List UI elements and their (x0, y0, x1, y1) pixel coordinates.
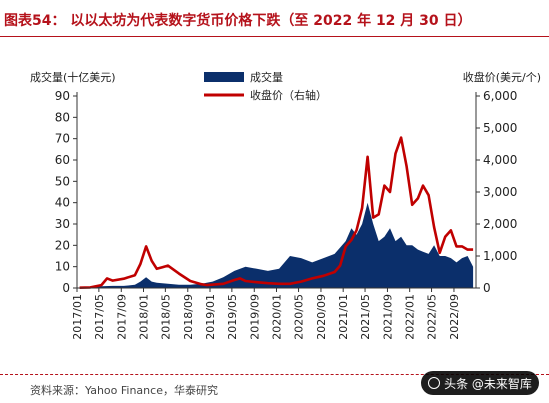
y-left-tick-label: 20 (55, 238, 70, 252)
y-right-tick-label: 3,000 (483, 185, 517, 199)
y-left-tick-label: 30 (55, 217, 70, 231)
y-right-tick-label: 5,000 (483, 121, 517, 135)
x-tick-label: 2021/05 (359, 294, 372, 340)
legend-volume-swatch (204, 72, 244, 82)
x-tick-label: 2017/09 (115, 294, 128, 340)
price-line (79, 136, 474, 289)
y-right-tick-label: 0 (483, 281, 491, 295)
x-tick-label: 2017/05 (93, 294, 106, 340)
x-tick-label: 2019/01 (204, 294, 217, 340)
title-divider (0, 36, 549, 37)
toutiao-icon (428, 377, 441, 389)
legend-price-label: 收盘价（右轴） (250, 88, 327, 102)
x-tick-label: 2019/09 (248, 294, 261, 340)
y-left-tick-label: 70 (55, 132, 70, 146)
y-left-tick-label: 80 (55, 110, 70, 124)
x-tick-label: 2021/01 (337, 294, 350, 340)
x-tick-label: 2018/09 (182, 294, 195, 340)
y-right-tick-label: 6,000 (483, 89, 517, 103)
y-left-tick-label: 10 (55, 260, 70, 274)
y-left-tick-label: 90 (55, 89, 70, 103)
y-right-tick-label: 2,000 (483, 217, 517, 231)
y-left-tick-label: 50 (55, 174, 70, 188)
x-tick-label: 2020/09 (315, 294, 328, 340)
x-tick-label: 2018/05 (159, 294, 172, 340)
source-divider (0, 374, 549, 375)
chart-title: 图表54： 以以太坊为代表数字货币价格下跌（至 2022 年 12 月 30 日… (4, 13, 472, 29)
x-tick-label: 2022/09 (448, 294, 461, 340)
x-tick-label: 2022/05 (426, 294, 439, 340)
volume-area (79, 202, 474, 288)
x-tick-label: 2020/01 (271, 294, 284, 340)
watermark-text: 头条 @未来智库 (444, 376, 532, 391)
source-note: 资料来源：Yahoo Finance，华泰研究 (30, 384, 218, 397)
x-tick-label: 2019/05 (226, 294, 239, 340)
x-tick-label: 2017/01 (71, 294, 84, 340)
x-tick-label: 2022/01 (404, 294, 417, 340)
left-axis-unit: 成交量(十亿美元) (30, 71, 116, 84)
x-tick-label: 2021/09 (381, 294, 394, 340)
x-tick-label: 2020/05 (293, 294, 306, 340)
x-tick-label: 2018/01 (138, 294, 151, 340)
y-left-tick-label: 60 (55, 153, 70, 167)
watermark-badge: 头条 @未来智库 (421, 371, 539, 395)
y-right-tick-label: 1,000 (483, 249, 517, 263)
right-axis-unit: 收盘价(美元/个) (462, 71, 541, 84)
y-left-tick-label: 0 (62, 281, 70, 295)
y-right-tick-label: 4,000 (483, 153, 517, 167)
legend-volume-label: 成交量 (250, 70, 283, 84)
y-left-tick-label: 40 (55, 196, 70, 210)
